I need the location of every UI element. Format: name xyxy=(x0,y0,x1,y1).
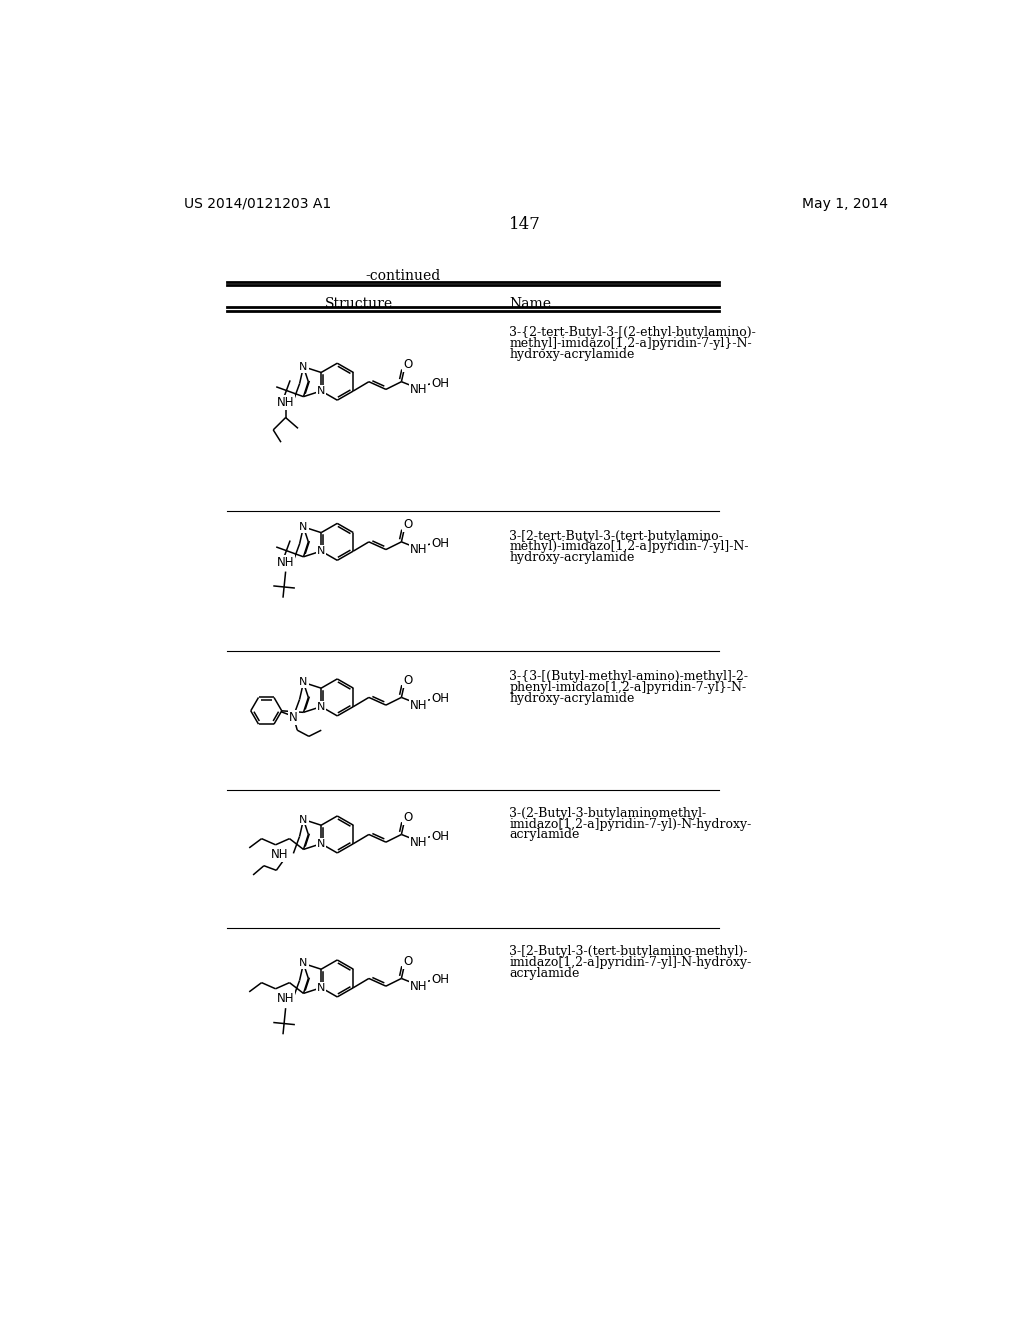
Text: OH: OH xyxy=(431,829,450,842)
Text: OH: OH xyxy=(431,537,450,550)
Text: 3-{3-[(Butyl-methyl-amino)-methyl]-2-: 3-{3-[(Butyl-methyl-amino)-methyl]-2- xyxy=(509,671,749,684)
Text: imidazo[1,2-a]pyridin-7-yl)-N-hydroxy-: imidazo[1,2-a]pyridin-7-yl)-N-hydroxy- xyxy=(509,817,752,830)
Text: 3-(2-Butyl-3-butylaminomethyl-: 3-(2-Butyl-3-butylaminomethyl- xyxy=(509,807,707,820)
Text: hydroxy-acrylamide: hydroxy-acrylamide xyxy=(509,348,635,360)
Text: O: O xyxy=(403,954,413,968)
Text: N: N xyxy=(299,362,307,372)
Text: hydroxy-acrylamide: hydroxy-acrylamide xyxy=(509,552,635,564)
Text: 147: 147 xyxy=(509,216,541,234)
Text: acrylamide: acrylamide xyxy=(509,966,580,979)
Text: Structure: Structure xyxy=(325,297,393,312)
Text: NH: NH xyxy=(271,849,289,862)
Text: N: N xyxy=(299,677,307,688)
Text: NH: NH xyxy=(410,979,427,993)
Text: hydroxy-acrylamide: hydroxy-acrylamide xyxy=(509,692,635,705)
Text: O: O xyxy=(403,675,413,686)
Text: NH: NH xyxy=(410,383,427,396)
Text: OH: OH xyxy=(431,376,450,389)
Text: NH: NH xyxy=(410,836,427,849)
Text: methyl]-imidazo[1,2-a]pyridin-7-yl}-N-: methyl]-imidazo[1,2-a]pyridin-7-yl}-N- xyxy=(509,337,752,350)
Text: NH: NH xyxy=(410,698,427,711)
Text: NH: NH xyxy=(276,993,294,1006)
Text: O: O xyxy=(403,358,413,371)
Text: N: N xyxy=(289,711,298,725)
Text: phenyl-imidazo[1,2-a]pyridin-7-yl}-N-: phenyl-imidazo[1,2-a]pyridin-7-yl}-N- xyxy=(509,681,746,694)
Text: NH: NH xyxy=(276,556,294,569)
Text: imidazo[1,2-a]pyridin-7-yl]-N-hydroxy-: imidazo[1,2-a]pyridin-7-yl]-N-hydroxy- xyxy=(509,956,752,969)
Text: -continued: -continued xyxy=(366,268,440,282)
Text: N: N xyxy=(317,546,326,556)
Text: O: O xyxy=(403,810,413,824)
Text: 3-[2-tert-Butyl-3-(tert-butylamino-: 3-[2-tert-Butyl-3-(tert-butylamino- xyxy=(509,529,723,543)
Text: NH: NH xyxy=(276,396,294,409)
Text: 3-{2-tert-Butyl-3-[(2-ethyl-butylamino)-: 3-{2-tert-Butyl-3-[(2-ethyl-butylamino)- xyxy=(509,326,756,339)
Text: N: N xyxy=(317,385,326,396)
Text: acrylamide: acrylamide xyxy=(509,829,580,841)
Text: 3-[2-Butyl-3-(tert-butylamino-methyl)-: 3-[2-Butyl-3-(tert-butylamino-methyl)- xyxy=(509,945,748,958)
Text: methyl)-imidazo[1,2-a]pyridin-7-yl]-N-: methyl)-imidazo[1,2-a]pyridin-7-yl]-N- xyxy=(509,540,749,553)
Text: US 2014/0121203 A1: US 2014/0121203 A1 xyxy=(183,197,331,211)
Text: NH: NH xyxy=(410,543,427,556)
Text: OH: OH xyxy=(431,973,450,986)
Text: Name: Name xyxy=(509,297,551,312)
Text: N: N xyxy=(299,521,307,532)
Text: OH: OH xyxy=(431,693,450,705)
Text: N: N xyxy=(317,982,326,993)
Text: May 1, 2014: May 1, 2014 xyxy=(802,197,888,211)
Text: N: N xyxy=(317,838,326,849)
Text: N: N xyxy=(299,958,307,969)
Text: N: N xyxy=(299,814,307,825)
Text: N: N xyxy=(317,702,326,711)
Text: O: O xyxy=(403,519,413,532)
